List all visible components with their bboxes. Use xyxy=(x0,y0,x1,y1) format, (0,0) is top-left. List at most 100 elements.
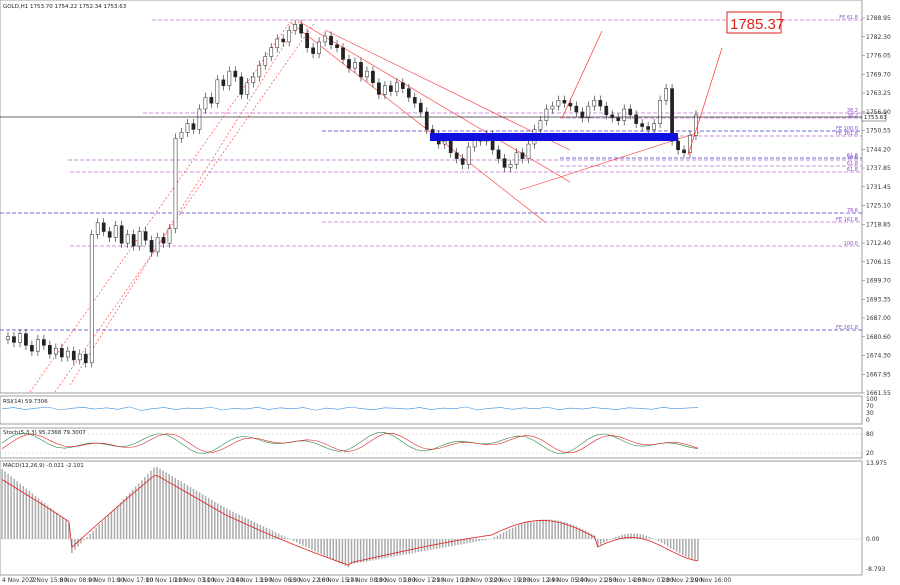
target-callout-box xyxy=(726,11,782,34)
stoch-label: Stoch(5,3,3) 95.2368 79.3007 xyxy=(3,430,86,436)
fib-level-label: FE 100.0 xyxy=(836,126,858,132)
candle-body xyxy=(275,38,280,49)
candle-body xyxy=(544,108,549,121)
candle-body xyxy=(389,85,393,92)
candle-body xyxy=(604,105,609,116)
candle-body xyxy=(48,345,52,355)
candle-body xyxy=(377,82,381,95)
candle-body xyxy=(412,97,417,104)
candle-body xyxy=(77,353,82,361)
candle-body xyxy=(502,158,507,168)
price-axis-label: 1769.70 xyxy=(866,71,891,78)
candle-body xyxy=(137,231,142,247)
macd-label: MACD(12,26,9) -0.021 -2.101 xyxy=(3,463,84,469)
macd-scale-label: 13.975 xyxy=(866,460,887,467)
fib-level-label: FE 61.8 xyxy=(839,15,858,21)
supply-zone-box xyxy=(430,133,678,141)
candle-body xyxy=(53,347,58,355)
candle-body xyxy=(89,234,94,364)
fib-level-label: 78.6 xyxy=(847,208,858,214)
candle-body xyxy=(83,353,88,364)
candle-body xyxy=(592,100,597,107)
time-axis-label: 18 Nov 17:00 xyxy=(404,577,445,584)
symbol-header: GOLD,H1 1753.70 1754.22 1752.34 1753.63 xyxy=(3,4,127,10)
projection-line-2 xyxy=(561,30,603,119)
price-axis-label: 1782.30 xyxy=(866,34,891,41)
macd-signal-line xyxy=(1,475,699,566)
candle-body xyxy=(514,152,519,165)
candle-body xyxy=(281,38,286,43)
candle-body xyxy=(227,70,232,86)
candle-body xyxy=(95,222,100,235)
price-axis-label: 1661.55 xyxy=(866,390,891,397)
rsi-panel-frame xyxy=(0,395,863,425)
candle-body xyxy=(113,225,118,238)
candle-body xyxy=(317,41,321,54)
candle-body xyxy=(562,100,567,104)
candle-body xyxy=(365,70,369,78)
candle-body xyxy=(622,108,627,121)
fib-level-label: 100.0 xyxy=(844,241,858,247)
candle-body xyxy=(101,222,106,232)
time-axis-label: 8 Nov 08:00 xyxy=(59,577,96,584)
candle-body xyxy=(239,76,244,95)
candle-body xyxy=(257,65,262,78)
candle-body xyxy=(454,152,459,159)
time-axis-label: 21 Nov 10:00 xyxy=(433,577,474,584)
candle-body xyxy=(179,132,184,139)
time-axis-label: 28 Nov 23:00 xyxy=(662,577,703,584)
candle-body xyxy=(682,149,686,154)
fib-level-label: FE 161.8 xyxy=(836,131,858,137)
time-axis-label: 15 Nov 06:00 xyxy=(260,577,301,584)
time-axis-label: 22 Nov 19:00 xyxy=(490,577,531,584)
candle-body xyxy=(694,114,698,136)
time-axis-label: 10 Nov 10:00 xyxy=(146,577,187,584)
rsi-scale-label: 30 xyxy=(866,410,874,417)
current-price-tag xyxy=(861,112,887,122)
candle-body xyxy=(664,88,668,101)
channel-line xyxy=(54,21,316,393)
candle-body xyxy=(251,76,256,84)
candle-body xyxy=(508,164,513,168)
candle-body xyxy=(119,225,124,244)
time-axis-label: 7 Nov 15:00 xyxy=(31,577,68,584)
candle-body xyxy=(143,231,148,241)
time-axis-label: 9 Nov 01:00 xyxy=(88,577,125,584)
price-axis-label: 1674.30 xyxy=(866,353,891,360)
candle-body xyxy=(353,62,357,69)
candle-body xyxy=(185,123,190,133)
candle-body xyxy=(359,62,363,78)
time-axis-label: 14 Nov 13:00 xyxy=(232,577,273,584)
candle-body xyxy=(688,135,692,154)
candle-body xyxy=(12,336,16,343)
rsi-scale-label: 100 xyxy=(866,396,878,403)
candle-body xyxy=(341,47,345,60)
candle-body xyxy=(646,126,650,130)
channel-line xyxy=(289,21,546,223)
candle-body xyxy=(634,114,639,124)
price-axis-label: 1687.00 xyxy=(866,315,891,322)
time-axis-label: 4 Nov 2022 xyxy=(2,577,37,584)
candle-body xyxy=(155,237,160,253)
channel-line xyxy=(519,131,701,191)
time-axis-label: 25 Nov 14:00 xyxy=(605,577,646,584)
candle-body xyxy=(580,111,585,119)
time-axis-label: 29 Nov 16:00 xyxy=(691,577,732,584)
time-axis-label: 23 Nov 12:00 xyxy=(519,577,560,584)
candle-body xyxy=(406,88,411,98)
candle-body xyxy=(299,24,303,34)
time-axis-label: 24 Nov 21:00 xyxy=(576,577,617,584)
rsi-scale-label: 70 xyxy=(866,403,874,410)
stoch-signal-line xyxy=(1,433,699,453)
candle-body xyxy=(125,234,130,244)
rsi-label: RSI(14) 59.7306 xyxy=(3,399,48,405)
time-axis-label: 18 Nov 01:00 xyxy=(375,577,416,584)
price-axis-label: 1756.90 xyxy=(866,109,891,116)
candle-body xyxy=(191,123,196,130)
rsi-scale-label: 0 xyxy=(866,417,870,424)
candle-body xyxy=(371,70,375,84)
channel-line xyxy=(299,21,571,183)
